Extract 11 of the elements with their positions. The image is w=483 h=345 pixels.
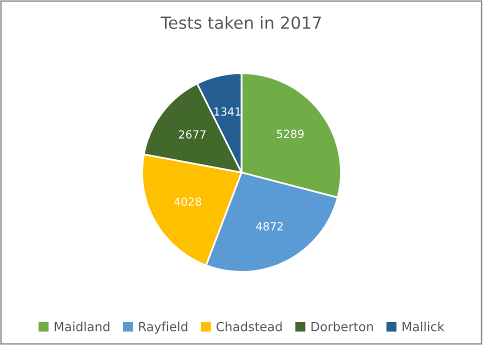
- data-label: 4872: [256, 222, 283, 230]
- data-label: 2677: [178, 130, 206, 139]
- legend-label: Dorberton: [312, 322, 373, 332]
- legend-label: Rayfield: [139, 322, 188, 334]
- legend-label: Chadstead: [216, 322, 282, 332]
- legend-label: Maidland: [54, 322, 110, 332]
- legend-label: Mallick: [402, 322, 444, 332]
- data-label: 1341: [214, 107, 240, 116]
- chart-title: Tests taken in 2017: [160, 16, 321, 29]
- data-label: 5289: [276, 130, 304, 138]
- data-label: 4028: [174, 197, 202, 206]
